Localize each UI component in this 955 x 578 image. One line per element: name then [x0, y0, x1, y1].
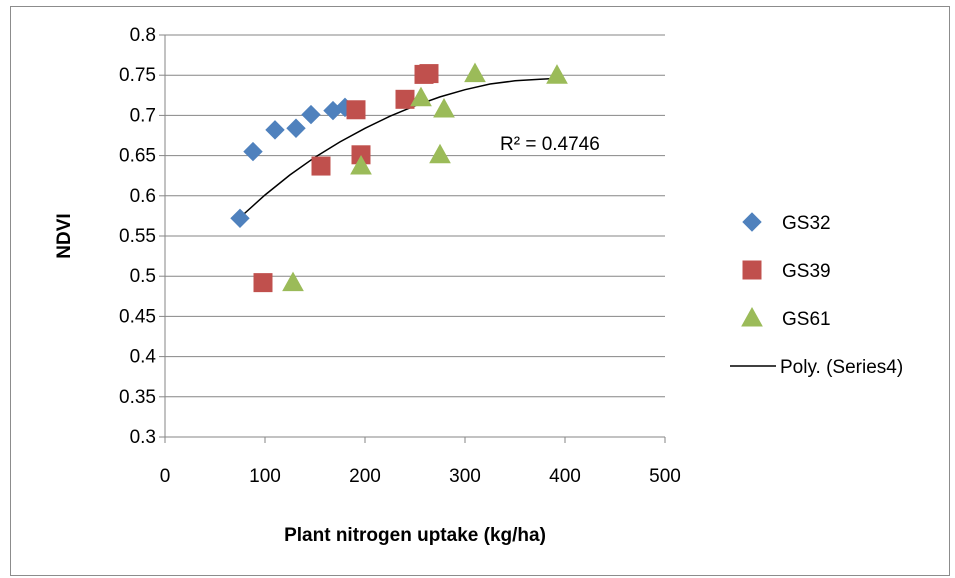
gs39-point: [253, 273, 273, 293]
x-tick-label: 400: [549, 466, 581, 487]
legend-gs61-label: GS61: [782, 309, 831, 330]
gs32-point: [230, 208, 250, 229]
gs32-point: [243, 141, 263, 162]
legend: GS32 GS39 GS61 Poly. (Series4): [730, 212, 903, 378]
y-tick-label: 0.55: [119, 226, 156, 247]
gridlines: [165, 34, 665, 438]
x-axis-title: Plant nitrogen uptake (kg/ha): [284, 525, 546, 546]
legend-gs39-marker: [742, 260, 762, 280]
y-tick-label: 0.45: [119, 306, 156, 327]
trendline: [239, 77, 558, 219]
x-tick-label: 0: [160, 466, 171, 487]
y-tick-label: 0.5: [130, 266, 156, 287]
gs32-point: [301, 104, 321, 125]
chart-frame: [10, 6, 950, 576]
gs39-point: [346, 100, 366, 120]
gs61-point: [282, 271, 304, 292]
gs61-point: [429, 143, 451, 164]
y-tick-label: 0.7: [130, 105, 156, 126]
y-tick-label: 0.8: [130, 25, 156, 46]
x-tick-label: 500: [649, 466, 681, 487]
y-tick-label: 0.4: [130, 347, 157, 368]
data-points: [230, 62, 568, 293]
x-tick-label: 200: [349, 466, 381, 487]
axes: 0.3 0.35 0.4 0.45 0.5 0.55 0.6 0.65 0.7 0.75 0.8 0 1…: [119, 25, 681, 487]
gs39-point: [419, 64, 439, 84]
x-tick-label: 100: [249, 466, 281, 487]
gs32-point: [286, 118, 306, 138]
gs61-point: [350, 155, 372, 175]
y-tick-label: 0.3: [130, 427, 156, 448]
gs61-point: [433, 97, 455, 118]
trendline-layer: [239, 77, 558, 219]
x-tick-label: 300: [449, 466, 481, 487]
y-axis-title: NDVI: [54, 213, 75, 258]
legend-gs39-label: GS39: [782, 261, 831, 282]
legend-gs61-marker: [741, 306, 763, 327]
gs61-point: [410, 86, 432, 107]
gs39-point: [311, 156, 331, 176]
gs32-point: [265, 120, 285, 140]
legend-gs32-marker: [742, 212, 762, 232]
y-tick-label: 0.75: [119, 65, 156, 86]
legend-trendline-label: Poly. (Series4): [780, 357, 903, 378]
gs61-point: [546, 64, 568, 84]
y-tick-label: 0.65: [119, 146, 156, 167]
legend-gs32-label: GS32: [782, 213, 831, 234]
y-tick-label: 0.6: [130, 186, 156, 207]
gs61-point: [464, 62, 486, 83]
y-tick-label: 0.35: [119, 387, 156, 408]
r-squared-annotation: R² = 0.4746: [500, 134, 600, 155]
